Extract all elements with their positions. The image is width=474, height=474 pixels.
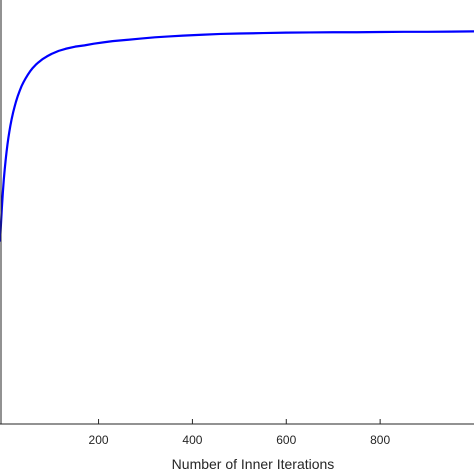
plot-area (0, 30, 474, 242)
x-tick-label: 400 (182, 433, 202, 447)
x-tick-label: 800 (370, 433, 390, 447)
x-tick-label: 200 (89, 433, 109, 447)
x-axis: 200 400 600 800 (0, 0, 474, 447)
series-line (0, 30, 474, 242)
x-axis-label: Number of Inner Iterations (172, 456, 335, 472)
x-tick-label: 600 (276, 433, 296, 447)
